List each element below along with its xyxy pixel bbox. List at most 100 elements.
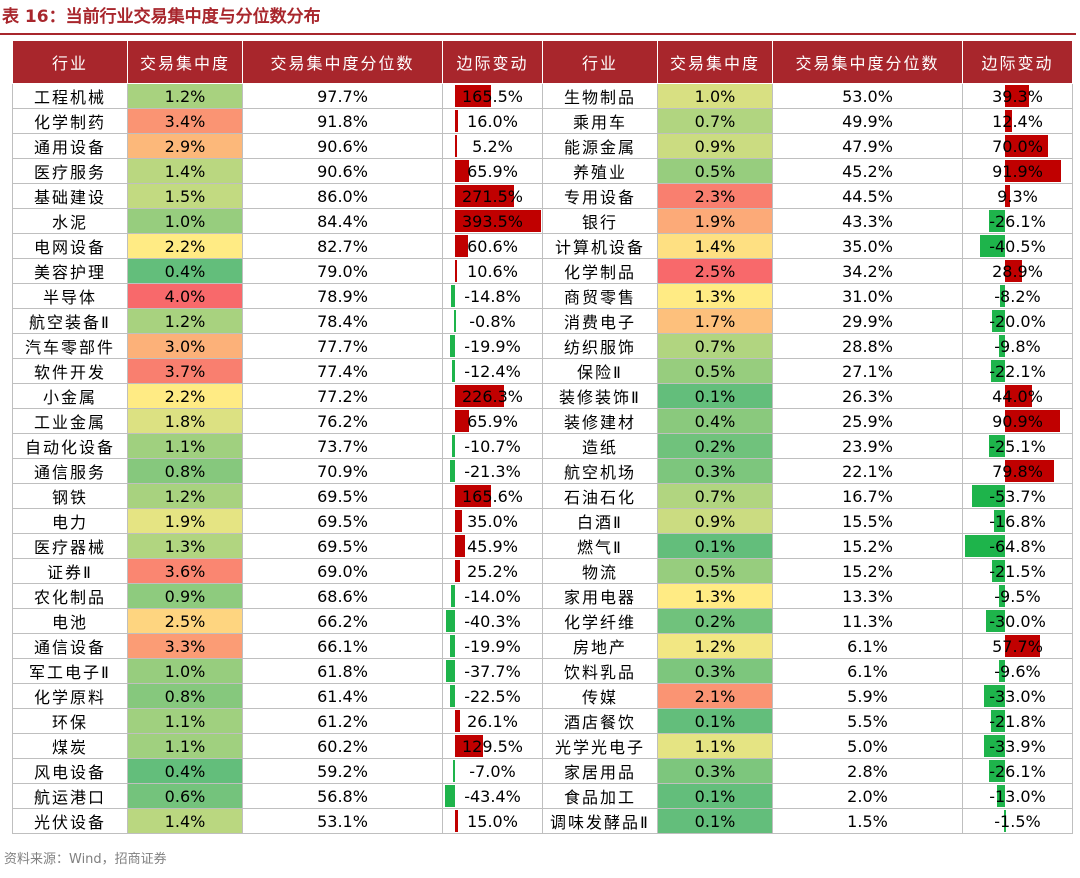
concentration-cell-left: 1.3% (127, 533, 243, 559)
table-row: 医疗器械 1.3% 69.5% 45.9% 燃气Ⅱ 0.1% 15.2% -64.8% (12, 533, 1073, 559)
industry-cell-left: 医疗器械 (12, 533, 128, 559)
table-row: 小金属 2.2% 77.2% 226.3% 装修装饰Ⅱ 0.1% 26.3% 44.0% (12, 383, 1073, 409)
change-cell-right: -9.8% (962, 333, 1073, 359)
concentration-cell-right: 1.2% (657, 633, 773, 659)
change-bar (449, 460, 455, 482)
percentile-cell-right: 2.8% (772, 758, 963, 784)
change-bar (991, 710, 1005, 732)
concentration-cell-right: 1.0% (657, 83, 773, 109)
change-cell-left: 393.5% (442, 208, 543, 234)
percentile-cell-right: 15.2% (772, 533, 963, 559)
industry-cell-right: 酒店餐饮 (542, 708, 658, 734)
table-body: 工程机械 1.2% 97.7% 165.5% 生物制品 1.0% 53.0% 39.3% 化学制… (12, 83, 1073, 834)
percentile-cell-left: 69.5% (242, 508, 443, 534)
industry-cell-left: 自动化设备 (12, 433, 128, 459)
percentile-cell-left: 78.9% (242, 283, 443, 309)
change-value: -7.0% (469, 761, 516, 781)
percentile-cell-left: 61.2% (242, 708, 443, 734)
change-value: 9.3% (997, 186, 1038, 206)
change-bar (991, 360, 1005, 382)
change-cell-left: -21.3% (442, 458, 543, 484)
percentile-cell-right: 6.1% (772, 658, 963, 684)
change-value: -25.1% (989, 436, 1046, 456)
change-bar (454, 135, 457, 157)
industry-cell-right: 造纸 (542, 433, 658, 459)
change-cell-left: 15.0% (442, 808, 543, 834)
change-cell-right: -53.7% (962, 483, 1073, 509)
change-value: 271.5% (461, 186, 523, 206)
industry-cell-right: 计算机设备 (542, 233, 658, 259)
industry-concentration-table: 行业 交易集中度 交易集中度分位数 边际变动 行业 交易集中度 交易集中度分位数… (12, 40, 1073, 834)
industry-cell-right: 银行 (542, 208, 658, 234)
percentile-cell-left: 73.7% (242, 433, 443, 459)
concentration-cell-right: 1.3% (657, 283, 773, 309)
industry-cell-left: 电网设备 (12, 233, 128, 259)
change-bar (454, 160, 469, 182)
percentile-cell-left: 61.4% (242, 683, 443, 709)
concentration-cell-right: 0.9% (657, 133, 773, 159)
percentile-cell-right: 15.2% (772, 558, 963, 584)
change-value: -37.7% (464, 661, 521, 681)
concentration-cell-right: 0.1% (657, 533, 773, 559)
change-value: 15.0% (467, 811, 518, 831)
change-bar (984, 685, 1005, 707)
change-cell-left: -14.8% (442, 283, 543, 309)
change-value: -33.9% (989, 736, 1046, 756)
concentration-cell-left: 0.6% (127, 783, 243, 809)
concentration-cell-right: 0.3% (657, 658, 773, 684)
industry-cell-right: 物流 (542, 558, 658, 584)
change-cell-left: 65.9% (442, 408, 543, 434)
table-row: 环保 1.1% 61.2% 26.1% 酒店餐饮 0.1% 5.5% -21.8% (12, 708, 1073, 734)
change-cell-right: 70.0% (962, 133, 1073, 159)
table-row: 通信设备 3.3% 66.1% -19.9% 房地产 1.2% 6.1% 57.7% (12, 633, 1073, 659)
percentile-cell-left: 77.4% (242, 358, 443, 384)
table-row: 化学制药 3.4% 91.8% 16.0% 乘用车 0.7% 49.9% 12.4% (12, 108, 1073, 134)
change-bar (446, 660, 455, 682)
change-value: 16.0% (467, 111, 518, 131)
header-concentration-left: 交易集中度 (127, 40, 243, 84)
change-bar (445, 785, 455, 807)
concentration-cell-right: 0.1% (657, 808, 773, 834)
change-bar (454, 485, 491, 507)
industry-cell-right: 商贸零售 (542, 283, 658, 309)
change-bar (1004, 385, 1032, 407)
percentile-cell-right: 49.9% (772, 108, 963, 134)
industry-cell-left: 水泥 (12, 208, 128, 234)
percentile-cell-right: 27.1% (772, 358, 963, 384)
percentile-cell-right: 29.9% (772, 308, 963, 334)
change-cell-right: -33.9% (962, 733, 1073, 759)
change-cell-right: 57.7% (962, 633, 1073, 659)
industry-cell-right: 燃气Ⅱ (542, 533, 658, 559)
table-title: 表 16：当前行业交易集中度与分位数分布 (2, 7, 321, 27)
change-value: -64.8% (989, 536, 1046, 556)
change-bar (449, 685, 455, 707)
table-row: 美容护理 0.4% 79.0% 10.6% 化学制品 2.5% 34.2% 28.9% (12, 258, 1073, 284)
industry-cell-right: 装修建材 (542, 408, 658, 434)
percentile-cell-left: 78.4% (242, 308, 443, 334)
table-row: 工程机械 1.2% 97.7% 165.5% 生物制品 1.0% 53.0% 39.3% (12, 83, 1073, 109)
industry-cell-left: 工程机械 (12, 83, 128, 109)
change-value: -9.6% (994, 661, 1041, 681)
percentile-cell-right: 35.0% (772, 233, 963, 259)
percentile-cell-left: 66.1% (242, 633, 443, 659)
concentration-cell-right: 0.2% (657, 608, 773, 634)
change-value: 60.6% (467, 236, 518, 256)
change-bar (1004, 85, 1029, 107)
change-value: -21.5% (989, 561, 1046, 581)
concentration-cell-right: 2.1% (657, 683, 773, 709)
change-cell-right: -21.8% (962, 708, 1073, 734)
change-cell-left: 271.5% (442, 183, 543, 209)
concentration-cell-right: 0.3% (657, 758, 773, 784)
change-bar (454, 185, 515, 207)
concentration-cell-left: 1.5% (127, 183, 243, 209)
change-bar (450, 335, 455, 357)
table-row: 工业金属 1.8% 76.2% 65.9% 装修建材 0.4% 25.9% 90.9% (12, 408, 1073, 434)
percentile-cell-left: 82.7% (242, 233, 443, 259)
concentration-cell-left: 1.2% (127, 308, 243, 334)
change-bar (979, 235, 1005, 257)
change-cell-left: 35.0% (442, 508, 543, 534)
change-bar (998, 585, 1005, 607)
change-value: 39.3% (992, 86, 1043, 106)
percentile-cell-left: 90.6% (242, 133, 443, 159)
table-row: 军工电子Ⅱ 1.0% 61.8% -37.7% 饮料乳品 0.3% 6.1% -9.6% (12, 658, 1073, 684)
